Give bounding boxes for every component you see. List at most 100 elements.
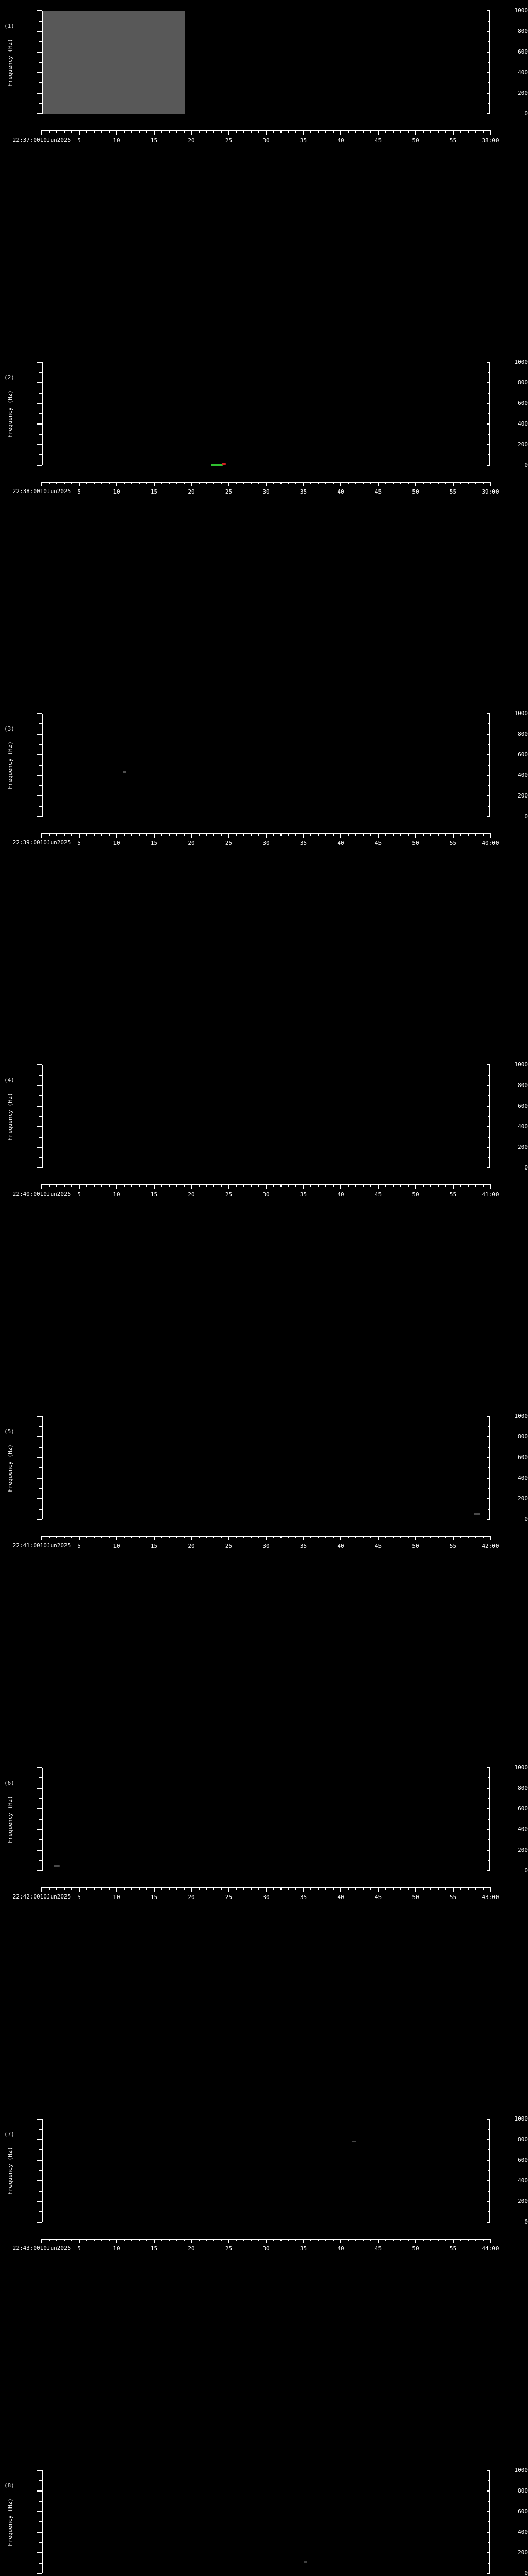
time-tick bbox=[482, 833, 484, 836]
time-tick bbox=[153, 1536, 155, 1540]
time-tick bbox=[445, 1184, 446, 1187]
time-tick bbox=[266, 482, 267, 486]
y-tick-major-right bbox=[487, 2532, 490, 2533]
date-year: 2025 bbox=[57, 1191, 71, 1197]
time-tick bbox=[430, 1536, 431, 1538]
time-tick bbox=[437, 482, 439, 484]
y-axis-left-spine bbox=[42, 2470, 43, 2573]
time-axis-start-label: 22:41:0010Jun2025 bbox=[13, 1543, 71, 1549]
time-tick bbox=[482, 130, 484, 133]
time-tick bbox=[377, 130, 379, 135]
y-tick-minor bbox=[39, 785, 42, 786]
time-tick bbox=[41, 2239, 42, 2243]
time-tick bbox=[183, 482, 185, 484]
time-tick bbox=[303, 2239, 304, 2243]
time-tick bbox=[56, 833, 57, 836]
y-tick-major bbox=[37, 1478, 42, 1479]
time-tick bbox=[422, 482, 424, 484]
time-tick bbox=[303, 482, 304, 486]
time-tick bbox=[183, 1536, 185, 1538]
time-tick bbox=[280, 130, 282, 133]
time-tick bbox=[78, 130, 80, 135]
time-tick bbox=[86, 1887, 87, 1890]
time-tick bbox=[176, 1887, 177, 1890]
y-tick-major-right bbox=[487, 2511, 490, 2512]
y-tick-major-right bbox=[487, 1085, 490, 1086]
time-tick bbox=[183, 2239, 185, 2241]
time-tick bbox=[333, 482, 334, 484]
time-tick bbox=[251, 482, 252, 484]
time-tick bbox=[407, 833, 409, 836]
time-tick bbox=[288, 833, 289, 836]
plot-area bbox=[42, 714, 490, 817]
y-tick-minor bbox=[39, 1116, 42, 1117]
time-tick bbox=[63, 1536, 65, 1538]
y-axis-left-spine bbox=[42, 362, 43, 465]
y-axis-title-text: Frequency (Hz) bbox=[6, 741, 13, 789]
time-tick bbox=[251, 1184, 252, 1187]
y-tick-minor-right bbox=[488, 744, 490, 745]
time-tick bbox=[78, 833, 80, 838]
y-tick-minor bbox=[39, 2170, 42, 2171]
time-tick bbox=[407, 482, 409, 484]
plot-background bbox=[42, 1065, 490, 1168]
time-tick bbox=[161, 2239, 162, 2241]
time-tick-label: 50 bbox=[412, 137, 419, 144]
y-tick-major bbox=[37, 1167, 42, 1168]
time-tick bbox=[430, 833, 431, 836]
time-tick bbox=[71, 2239, 72, 2241]
time-tick bbox=[206, 2239, 207, 2241]
time-tick bbox=[370, 1536, 371, 1538]
time-axis-start-label: 22:39:0010Jun2025 bbox=[13, 840, 71, 846]
time-tick bbox=[183, 833, 185, 836]
time-tick bbox=[123, 482, 125, 484]
y-tick-major-right bbox=[487, 795, 490, 796]
time-tick bbox=[258, 130, 259, 133]
time-tick bbox=[430, 130, 431, 133]
time-tick-label: 20 bbox=[188, 1191, 195, 1198]
y-tick-minor-right bbox=[488, 21, 490, 22]
time-tick bbox=[243, 833, 244, 836]
time-tick bbox=[392, 2239, 394, 2241]
time-tick bbox=[131, 482, 132, 484]
y-tick-minor-right bbox=[488, 2542, 490, 2543]
time-tick bbox=[56, 1184, 57, 1187]
time-axis-end-label: 38:00 bbox=[482, 137, 499, 144]
time-tick bbox=[71, 833, 72, 836]
time-tick bbox=[303, 1887, 304, 1892]
time-tick-label: 45 bbox=[374, 1543, 382, 1549]
time-tick bbox=[333, 833, 334, 836]
time-axis-start-label: 22:38:0010Jun2025 bbox=[13, 488, 71, 495]
time-tick bbox=[153, 833, 155, 838]
y-tick-major bbox=[37, 1788, 42, 1789]
y-tick-major-right bbox=[487, 1106, 490, 1107]
panel-number: (8) bbox=[4, 2482, 14, 2489]
time-tick bbox=[183, 130, 185, 133]
time-tick bbox=[437, 1887, 439, 1890]
y-tick-major bbox=[37, 2511, 42, 2512]
y-tick-major bbox=[37, 734, 42, 735]
date-month: Jun bbox=[46, 2245, 57, 2251]
time-tick bbox=[243, 482, 244, 484]
y-tick-label: 200 bbox=[518, 792, 528, 799]
time-tick bbox=[123, 2239, 125, 2241]
y-tick-minor bbox=[39, 2501, 42, 2502]
panel-number: (2) bbox=[4, 374, 14, 381]
time-tick bbox=[280, 482, 282, 484]
time-tick-label: 35 bbox=[300, 1543, 307, 1549]
time-tick bbox=[101, 2239, 102, 2241]
y-axis-left-spine bbox=[42, 2119, 43, 2222]
y-tick-label: 800 bbox=[518, 2136, 528, 2143]
time-tick bbox=[108, 1184, 110, 1187]
time-tick bbox=[362, 2239, 364, 2241]
date-year: 2025 bbox=[57, 488, 71, 495]
time-tick-label: 35 bbox=[300, 488, 307, 495]
y-tick-minor bbox=[39, 41, 42, 42]
y-tick-minor-right bbox=[488, 1798, 490, 1799]
time-tick bbox=[101, 1887, 102, 1890]
time-tick-label: 25 bbox=[225, 1191, 233, 1198]
y-tick-minor bbox=[39, 806, 42, 807]
time-tick bbox=[415, 482, 416, 486]
time-tick bbox=[266, 130, 267, 135]
